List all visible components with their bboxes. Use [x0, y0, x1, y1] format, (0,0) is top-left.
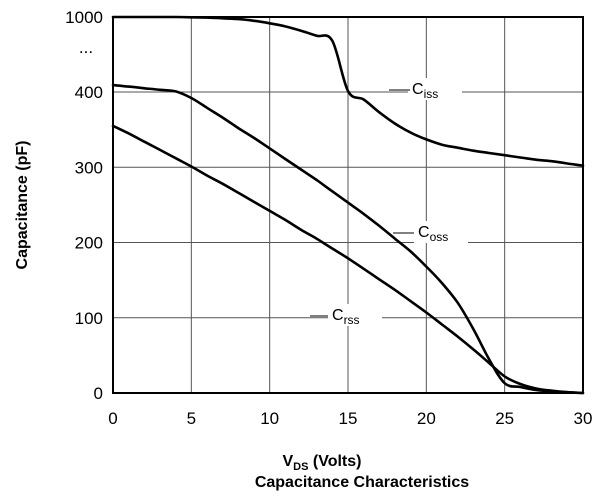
y-tick-label: 100 — [75, 309, 103, 328]
y-tick-label: 200 — [75, 234, 103, 253]
y-tick-label: 1000 — [65, 8, 103, 27]
y-axis-title: Capacitance (pF) — [14, 141, 31, 270]
y-axis-break: ... — [79, 38, 93, 57]
series-label-sub: rss — [344, 313, 360, 327]
x-tick-label: 10 — [260, 409, 279, 428]
y-tick-label: 0 — [94, 384, 103, 403]
x-tick-label: 30 — [574, 409, 593, 428]
x-tick-label: 0 — [108, 409, 117, 428]
series-label-main: C — [412, 81, 424, 98]
x-axis-title: VDS (Volts) — [283, 453, 362, 473]
series-line-coss — [111, 83, 585, 395]
series-line-crss — [111, 124, 585, 395]
x-tick-label: 15 — [339, 409, 358, 428]
series-label-sub: oss — [430, 230, 449, 244]
series-label-bg — [328, 304, 382, 326]
series-label-main: C — [332, 307, 344, 324]
chart-title: Capacitance Characteristics — [255, 474, 469, 491]
y-tick-label: 300 — [75, 158, 103, 177]
series-label-bg — [408, 78, 462, 100]
x-axis-title-suffix: (Volts) — [308, 453, 361, 470]
series-label-ciss: Ciss — [412, 81, 438, 101]
series-label-coss: Coss — [418, 224, 448, 244]
series-label-sub: iss — [424, 87, 439, 101]
x-tick-label: 5 — [187, 409, 196, 428]
y-tick-label: 400 — [75, 83, 103, 102]
series-label-main: C — [418, 224, 430, 241]
series-label-bg — [414, 221, 468, 243]
x-axis-title-main: V — [283, 453, 294, 470]
plot-frame — [112, 16, 584, 394]
series-label-crss: Crss — [332, 307, 360, 327]
x-axis-title-sub: DS — [293, 461, 308, 473]
x-tick-label: 25 — [495, 409, 514, 428]
x-tick-label: 20 — [417, 409, 436, 428]
